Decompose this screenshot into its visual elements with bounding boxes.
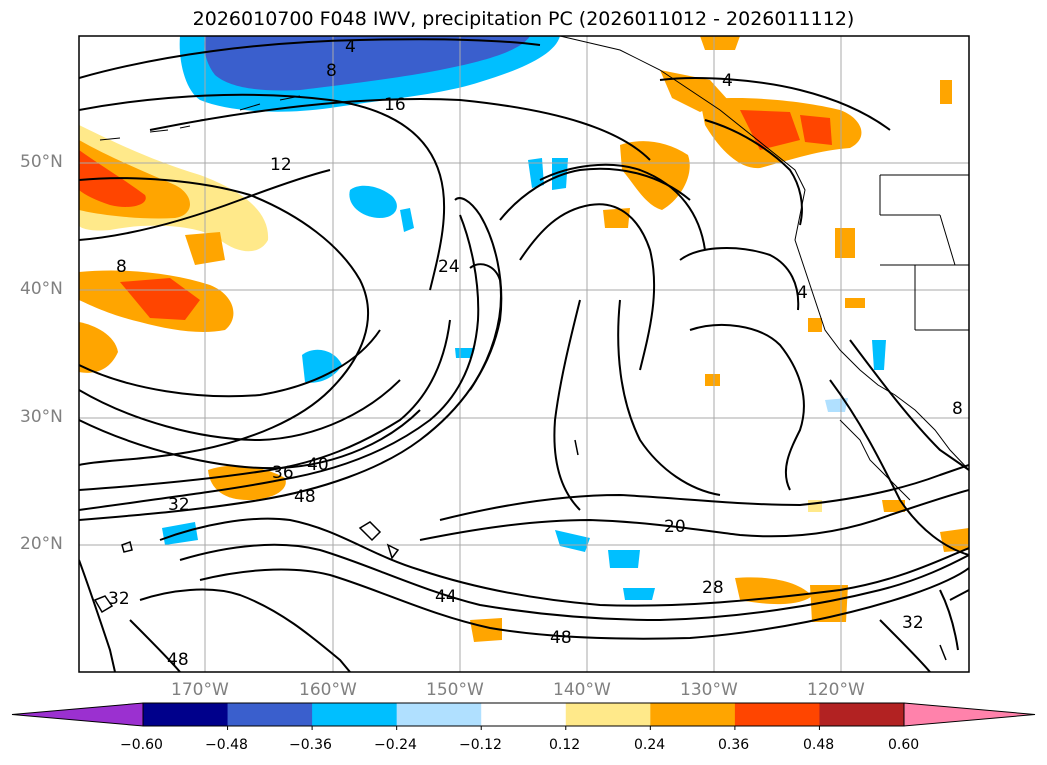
colorbar-tick: −0.36 (289, 737, 332, 753)
colorbar-extend-left (11, 702, 144, 727)
contour-label: 16 (384, 95, 406, 115)
colorbar (11, 702, 1036, 730)
iwv-contours (79, 38, 969, 672)
contour-labels: 4 8 16 12 8 24 4 4 8 36 40 48 32 20 28 3… (108, 37, 963, 670)
lon-label-150w: 150°W (426, 680, 484, 700)
colorbar-segment (227, 703, 313, 726)
contour-label: 48 (550, 628, 572, 648)
lat-label-30n: 30°N (20, 407, 63, 427)
coastlines (99, 36, 969, 501)
colorbar-tick: 0.48 (803, 737, 835, 753)
colorbar-segment (481, 703, 567, 726)
lon-label-120w: 120°W (807, 680, 865, 700)
map-content: 4 8 16 12 8 24 4 4 8 36 40 48 32 20 28 3… (79, 36, 969, 672)
contour-label: 4 (797, 283, 808, 303)
contour-label: 4 (345, 37, 356, 57)
colorbar-tick: 0.60 (888, 737, 920, 753)
colorbar-segment (143, 703, 229, 726)
colorbar-tick: 0.24 (634, 737, 666, 753)
contour-label: 44 (435, 587, 457, 607)
contour-label: 32 (168, 495, 190, 515)
contour-label: 28 (702, 578, 724, 598)
colorbar-tick: −0.60 (120, 737, 163, 753)
colorbar-tick: −0.24 (374, 737, 417, 753)
colorbar-tick: 0.36 (718, 737, 750, 753)
lat-label-50n: 50°N (20, 152, 63, 172)
contour-label: 20 (664, 517, 686, 537)
colorbar-segment (396, 703, 482, 726)
colorbar-segment (312, 703, 398, 726)
contour-label: 48 (294, 487, 316, 507)
contour-label: 4 (722, 71, 733, 91)
contour-label: 12 (270, 155, 292, 175)
lon-label-160w: 160°W (299, 680, 357, 700)
colorbar-extend-right (903, 702, 1036, 727)
colorbar-tick: 0.12 (549, 737, 581, 753)
graticule (79, 36, 969, 672)
colorbar-tick: −0.12 (459, 737, 502, 753)
colorbar-segment (819, 703, 905, 726)
contour-label: 32 (902, 613, 924, 633)
contour-fragments (93, 439, 947, 661)
negative-precip-shading (162, 36, 886, 600)
contour-label: 40 (307, 455, 329, 475)
contour-label: 24 (438, 257, 460, 277)
contour-label: 8 (952, 399, 963, 419)
positive-precip-shading (79, 36, 969, 642)
lat-label-40n: 40°N (20, 279, 63, 299)
colorbar-segment (734, 703, 820, 726)
lon-label-170w: 170°W (171, 680, 229, 700)
map-title: 2026010700 F048 IWV, precipitation PC (2… (192, 8, 855, 30)
colorbar-frame (142, 702, 905, 727)
contour-label: 8 (326, 61, 337, 81)
contour-label: 8 (116, 257, 127, 277)
map-frame (78, 35, 970, 673)
lat-label-20n: 20°N (20, 534, 63, 554)
colorbar-tick: −0.48 (205, 737, 248, 753)
colorbar-segment (650, 703, 736, 726)
contour-label: 48 (167, 650, 189, 670)
lon-label-130w: 130°W (680, 680, 738, 700)
lon-label-140w: 140°W (553, 680, 611, 700)
colorbar-segment (565, 703, 651, 726)
contour-label: 36 (272, 463, 294, 483)
contour-label: 32 (108, 589, 130, 609)
